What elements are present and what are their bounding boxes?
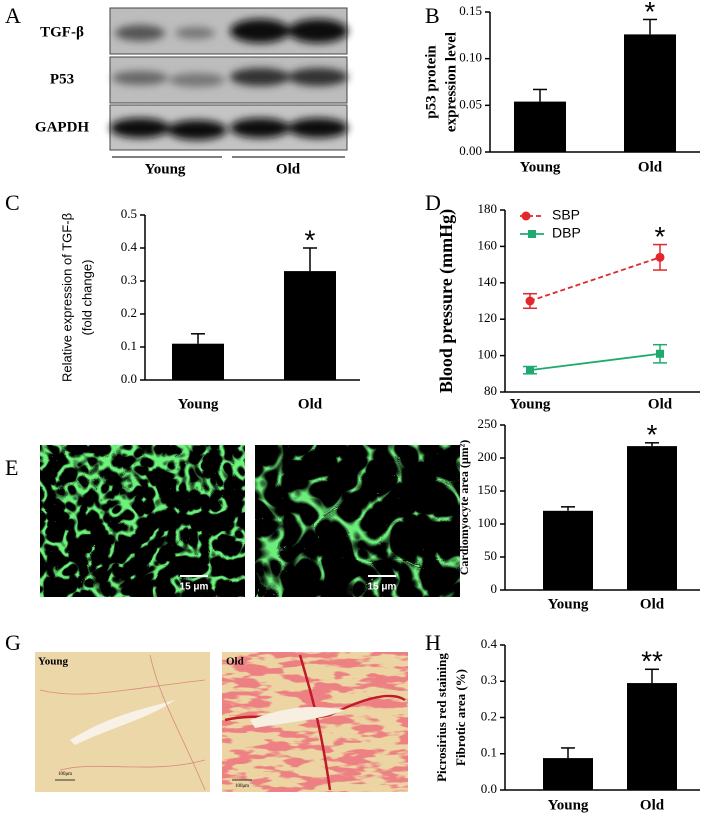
y-axis-label: p53 protein	[423, 45, 439, 119]
bar	[514, 101, 566, 152]
y-tick-label: 100	[478, 515, 498, 530]
histology-images: Young Old 100μm 100μm	[35, 652, 408, 792]
series-line	[529, 256, 661, 302]
legend-label: DBP	[552, 225, 581, 241]
group-label: Young	[145, 161, 186, 177]
group-label: Old	[276, 161, 301, 177]
blot-row-label: TGF-β	[40, 24, 84, 40]
x-tick-label: Old	[638, 159, 663, 175]
fluorescence-images: 15 μm 15 μm	[40, 445, 460, 597]
y-tick-label: 0.2	[121, 305, 137, 320]
legend-marker	[528, 230, 536, 238]
image-label: Young	[38, 656, 68, 668]
x-tick-label: Young	[510, 396, 551, 412]
y-axis-label: expression level	[443, 32, 459, 132]
fluorescence-image	[255, 445, 460, 597]
y-tick-label: 0.2	[481, 708, 497, 723]
y-tick-label: 150	[478, 482, 498, 497]
significance-mark: *	[305, 224, 316, 255]
marker	[656, 349, 664, 358]
x-tick-label: Old	[640, 797, 665, 813]
y-tick-label: 0.10	[459, 50, 482, 65]
panel-label: B	[425, 3, 440, 28]
y-tick-label: 100	[478, 347, 498, 362]
y-tick-label: 0.0	[481, 781, 497, 796]
y-tick-label: 140	[478, 274, 498, 289]
image-label: Old	[226, 656, 244, 668]
panel-label: F	[425, 455, 437, 480]
y-tick-label: 0.1	[481, 745, 497, 760]
panel-label: D	[425, 190, 441, 215]
bar	[543, 758, 593, 790]
panel-label: E	[5, 455, 18, 480]
y-axis-label: Cardiomyocyte area (μm²)	[457, 440, 471, 575]
vessel	[250, 707, 345, 728]
legend-label: SBP	[552, 207, 580, 223]
fiber	[39, 654, 206, 791]
fibrosis-texture	[222, 652, 408, 792]
y-tick-label: 80	[484, 383, 497, 398]
significance-mark: *	[647, 419, 658, 450]
x-tick-label: Young	[520, 159, 561, 175]
x-tick-label: Young	[548, 596, 589, 612]
y-tick-label: 0.4	[121, 239, 138, 254]
legend-marker	[521, 211, 531, 221]
significance-mark: *	[645, 0, 656, 27]
bar	[624, 34, 676, 152]
bar	[627, 446, 677, 590]
y-tick-label: 250	[478, 416, 498, 431]
y-tick-label: 200	[478, 449, 498, 464]
y-tick-label: 0.3	[121, 272, 137, 287]
y-tick-label: 0.4	[481, 636, 498, 651]
panel-label: A	[5, 3, 21, 28]
panel-label: H	[425, 630, 441, 655]
y-tick-label: 160	[478, 237, 498, 252]
y-tick-label: 0.00	[459, 143, 482, 158]
scale-bar-label: 15 μm	[368, 582, 397, 593]
bar	[284, 271, 336, 380]
y-axis-label: Picrosirius red staining	[434, 653, 449, 782]
y-axis-label: Fibrotic area (%)	[453, 669, 468, 766]
blot-row-label: P53	[50, 71, 74, 87]
y-axis-label: Relative expression of TGF-β	[59, 213, 74, 382]
panel-label: G	[5, 630, 21, 655]
y-tick-label: 0	[491, 581, 498, 596]
y-axis-label: (fold change)	[79, 260, 94, 336]
x-tick-label: Young	[548, 797, 589, 813]
blot-row-label: GAPDH	[35, 119, 89, 135]
y-tick-label: 50	[484, 548, 497, 563]
fluorescence-image	[40, 445, 245, 597]
x-tick-label: Old	[298, 396, 323, 412]
blot-bands	[110, 19, 348, 140]
y-tick-label: 0.3	[481, 672, 497, 687]
y-axis-label: Blood pressure (mmHg)	[436, 209, 457, 393]
y-tick-label: 0.15	[459, 3, 482, 18]
scale-bar-label: 100μm	[58, 772, 72, 777]
x-tick-label: Young	[178, 396, 219, 412]
bar	[627, 683, 677, 790]
scale-bar-label: 100μm	[235, 784, 249, 789]
marker	[525, 296, 535, 306]
marker	[526, 366, 534, 375]
y-tick-label: 0.05	[459, 96, 482, 111]
scale-bar-label: 15 μm	[180, 582, 209, 593]
marker	[655, 252, 665, 262]
y-tick-label: 180	[478, 201, 498, 216]
significance-mark: **	[641, 646, 663, 677]
y-tick-label: 120	[478, 310, 498, 325]
significance-mark: *	[655, 221, 666, 252]
y-tick-label: 0.0	[121, 371, 137, 386]
y-tick-label: 0.1	[121, 338, 137, 353]
vessel	[70, 700, 175, 745]
bar	[543, 510, 593, 590]
western-blot: TGF-β P53 GAPDH Young Old	[35, 7, 348, 177]
y-tick-label: 0.5	[121, 206, 137, 221]
series-line	[529, 352, 661, 372]
x-tick-label: Old	[648, 396, 673, 412]
x-tick-label: Old	[640, 596, 665, 612]
bar	[172, 343, 224, 380]
panel-label: C	[5, 190, 20, 215]
